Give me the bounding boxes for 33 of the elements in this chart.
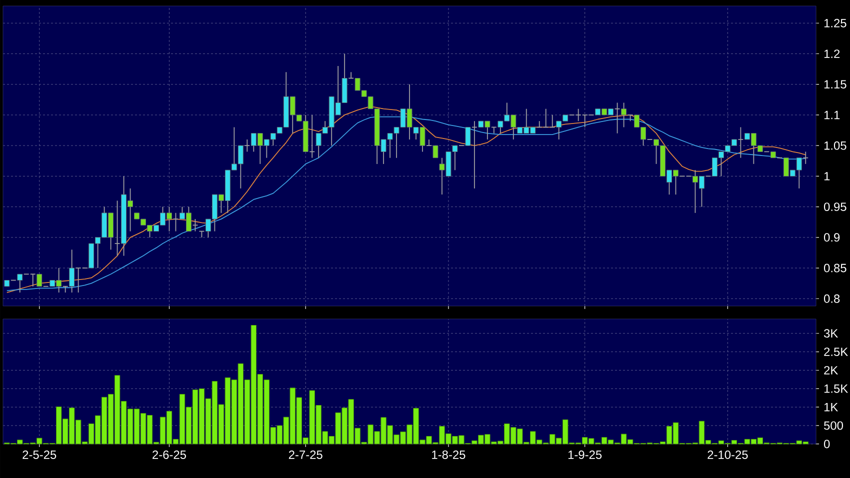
- candlestick: [114, 200, 120, 256]
- candlestick: [172, 212, 179, 232]
- y-tick-label: 1.1: [824, 110, 840, 120]
- y-tick-label: 1.2: [824, 50, 840, 58]
- x-tick-label: 1-8-25: [432, 450, 466, 459]
- y-tick-label: 2K: [824, 366, 838, 374]
- y-tick-label: 1.5K: [824, 384, 848, 393]
- y-tick-label: 1K: [824, 403, 838, 412]
- x-tick-label: 2-6-25: [152, 450, 186, 459]
- x-tick-label: 2-7-25: [288, 450, 322, 459]
- candlestick: [62, 286, 68, 293]
- candlestick: [244, 139, 250, 152]
- candlestick: [192, 218, 198, 232]
- y-tick-label: 1.15: [824, 80, 846, 89]
- y-tick-label: 1.25: [824, 18, 846, 28]
- y-tick-label: 3K: [824, 329, 838, 338]
- x-tick-label: 1-9-25: [568, 450, 602, 459]
- y-tick-label: 2.5K: [824, 348, 848, 356]
- candlestick: [426, 139, 432, 146]
- x-tick-label: 2-5-25: [22, 450, 56, 459]
- y-tick-label: 0.8: [824, 294, 840, 303]
- y-tick-label: 0.95: [824, 202, 846, 212]
- y-tick-label: 0.9: [824, 233, 840, 242]
- y-tick-label: 0: [824, 440, 830, 448]
- y-tick-label: 0.85: [824, 264, 846, 272]
- y-tick-label: 1: [824, 172, 830, 180]
- candlestick: [432, 145, 438, 158]
- candlestick: [802, 151, 809, 164]
- y-tick-label: 500: [824, 421, 844, 430]
- y-tick-label: 1.05: [824, 141, 846, 150]
- candlestick: [614, 102, 620, 134]
- candlestick: [738, 126, 744, 158]
- x-tick-label: 2-10-25: [708, 450, 748, 459]
